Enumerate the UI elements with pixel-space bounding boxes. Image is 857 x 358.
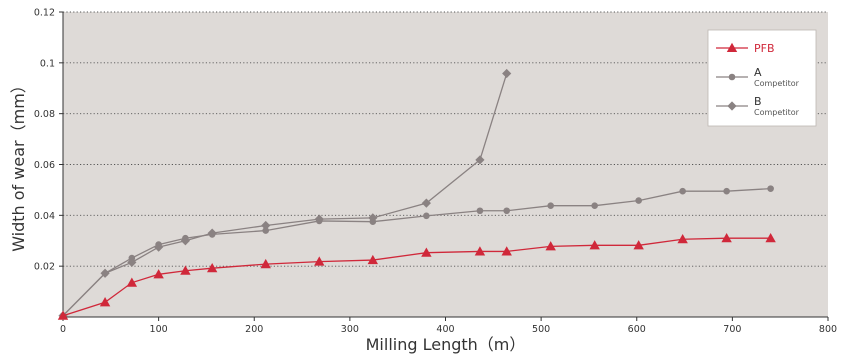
data-point-pfb — [206, 263, 218, 273]
x-tick-label: 500 — [532, 324, 550, 335]
data-point-a — [476, 207, 484, 215]
legend-marker-diamond — [727, 101, 737, 111]
data-point-pfb — [589, 240, 600, 250]
data-point-a — [128, 254, 136, 262]
data-point-pfb — [545, 241, 556, 251]
x-tick-label: 400 — [436, 324, 454, 335]
data-point-a — [208, 231, 216, 238]
data-point-a — [315, 217, 323, 225]
data-point-a — [547, 202, 554, 209]
data-point-b — [502, 68, 512, 79]
legend-label: A — [754, 66, 762, 79]
data-point-pfb — [57, 310, 69, 320]
data-point-pfb — [633, 240, 644, 250]
series-line-pfb — [62, 237, 771, 317]
data-point-a — [723, 187, 730, 195]
data-point-a — [101, 269, 109, 277]
data-point-a — [679, 187, 686, 195]
x-axis-title: Milling Length（m） — [366, 335, 526, 354]
data-point-pfb — [126, 277, 138, 287]
data-point-a — [369, 218, 377, 225]
legend-item-pfb: PFB — [716, 42, 775, 55]
data-point-pfb — [677, 234, 688, 244]
data-point-pfb — [99, 297, 111, 307]
legend-label: B — [754, 95, 762, 108]
data-point-pfb — [765, 233, 776, 243]
plot-area — [63, 12, 828, 317]
x-tick-label: 0 — [60, 324, 66, 335]
data-point-a — [155, 241, 162, 248]
data-point-a — [635, 197, 642, 204]
x-tick-label: 800 — [819, 324, 837, 335]
data-point-pfb — [367, 254, 379, 265]
legend-box — [707, 29, 817, 127]
data-point-b — [261, 220, 271, 231]
data-point-pfb — [180, 265, 191, 275]
x-tick-label: 300 — [341, 324, 359, 335]
x-tick-label: 600 — [628, 324, 646, 335]
data-point-a — [503, 207, 511, 215]
y-tick-label: 0.1 — [40, 58, 55, 69]
x-tick-label: 100 — [150, 324, 168, 335]
data-point-pfb — [501, 246, 512, 256]
data-point-a — [767, 185, 774, 192]
y-axis-title: Width of wear（mm） — [9, 77, 28, 252]
data-point-pfb — [260, 258, 271, 269]
series-pfb — [57, 233, 776, 320]
data-point-b — [475, 155, 485, 165]
y-tick-label: 0.06 — [34, 160, 55, 171]
data-point-pfb — [721, 233, 732, 243]
data-point-a — [591, 202, 598, 209]
data-point-a — [182, 234, 189, 242]
data-point-pfb — [153, 269, 164, 279]
y-tick-label: 0.12 — [34, 8, 55, 19]
legend-marker-circle — [728, 73, 736, 81]
y-tick-label: 0.08 — [34, 109, 55, 120]
series-group — [57, 68, 776, 321]
legend-sublabel: Competitor — [754, 79, 800, 88]
x-tick-label: 700 — [723, 324, 741, 335]
series-line-a — [62, 187, 771, 317]
data-point-b — [421, 198, 431, 208]
data-point-pfb — [314, 256, 325, 266]
data-point-pfb — [474, 246, 486, 256]
y-tick-label: 0.02 — [34, 262, 55, 273]
y-tick-label: 0.04 — [34, 211, 55, 222]
data-point-a — [262, 227, 270, 234]
series-line-b — [62, 73, 508, 317]
legend-label: PFB — [754, 42, 775, 55]
x-tick-label: 200 — [245, 324, 263, 335]
data-point-pfb — [421, 247, 432, 257]
legend-marker-triangle — [726, 42, 738, 53]
legend-sublabel: Competitor — [754, 108, 800, 117]
data-point-a — [423, 212, 430, 220]
tick-labels: 0 100 200 300 400 500 600 700 800 0.02 0.04 0.06 0.0… — [34, 8, 837, 336]
